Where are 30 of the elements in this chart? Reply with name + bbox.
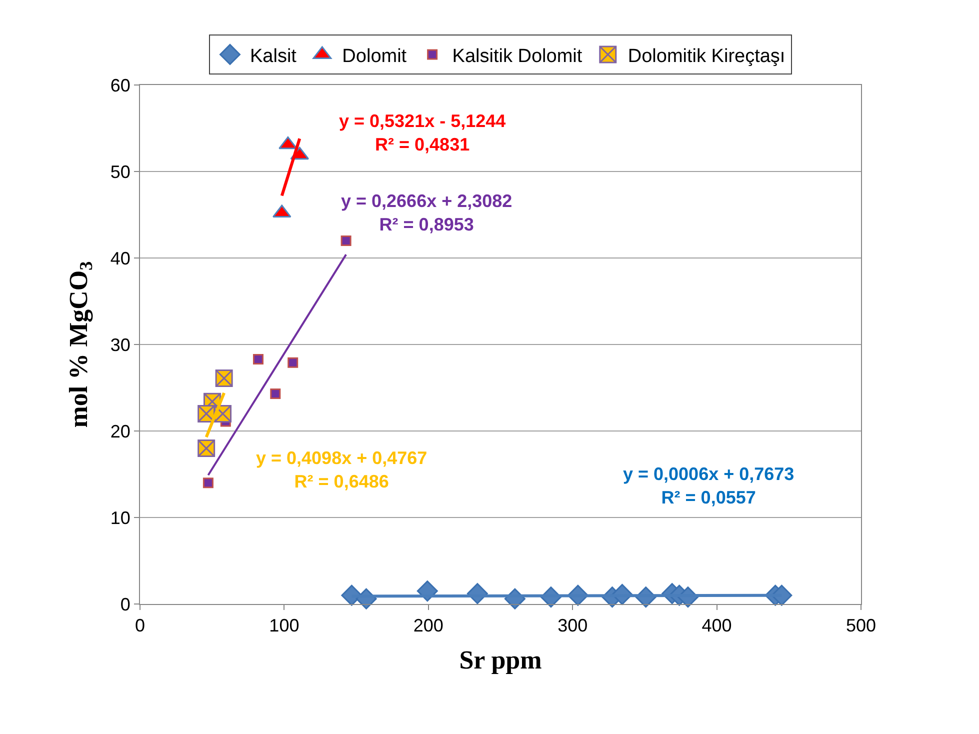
point — [288, 357, 298, 368]
legend-label: Kalsitik Dolomit — [452, 46, 583, 67]
annotation: y = 0,0006x + 0,7673 R² = 0,0557 — [623, 464, 794, 508]
y-tick-label: 60 — [110, 75, 130, 96]
y-tick-label: 0 — [120, 594, 130, 614]
x-tick-label: 200 — [413, 616, 444, 636]
annotation: y = 0,5321x - 5,1244 R² = 0,4831 — [339, 111, 506, 154]
point — [215, 369, 233, 387]
legend-label: Kalsit — [250, 46, 298, 67]
y-tick-label: 40 — [110, 248, 130, 268]
annotation: y = 0,2666x + 2,3082 R² = 0,8953 — [341, 191, 512, 234]
y-tick-label: 20 — [110, 421, 130, 442]
x-tick-label: 100 — [269, 616, 300, 636]
x-tick-label: 300 — [558, 616, 588, 636]
x-tick-label: 500 — [846, 616, 876, 636]
point — [202, 478, 214, 488]
point — [252, 354, 264, 364]
point — [340, 235, 352, 246]
x-tick-label: 0 — [134, 616, 146, 636]
point — [270, 388, 281, 400]
legend-label: Dolomit — [342, 46, 408, 67]
x-tick-label: 400 — [702, 616, 732, 636]
point — [278, 136, 298, 150]
y-tick-label: 50 — [110, 162, 130, 182]
y-tick-label: 10 — [110, 508, 130, 528]
annotation: y = 0,4098x + 0,4767 R² = 0,6486 — [256, 448, 428, 492]
x-axis-title: Sr ppm — [459, 645, 542, 674]
point — [198, 440, 216, 458]
legend-label: Dolomitik Kireçtaşı — [628, 46, 786, 67]
y-tick-label: 30 — [110, 334, 130, 355]
